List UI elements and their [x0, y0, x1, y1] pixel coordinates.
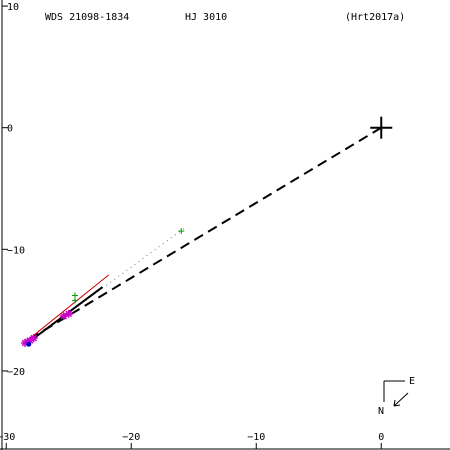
fit-red-line [28, 274, 110, 340]
x-tick-label: 0 [378, 432, 384, 443]
compass: E N [378, 376, 415, 417]
primary-star-marker [370, 116, 393, 139]
green-point [178, 228, 185, 235]
y-tick-label: −20 [7, 367, 25, 378]
magenta-point [59, 312, 68, 321]
reference-label: (Hrt2017a) [345, 12, 405, 23]
green-point [72, 297, 78, 304]
fit-lines [24, 126, 382, 344]
x-tick-label: −20 [122, 432, 140, 443]
discoverer-label: HJ 3010 [185, 12, 227, 23]
compass-north-label: N [378, 406, 384, 417]
compass-arrow-line [393, 392, 409, 407]
orbit-dashed-line [24, 126, 382, 343]
y-tick-label: −10 [7, 245, 25, 256]
tick-group: −30 −20 −10 0 10 0 −10 −20 [0, 2, 384, 449]
x-tick-label: −10 [247, 432, 265, 443]
x-tick-label: −30 [0, 432, 15, 443]
wds-label: WDS 21098-1834 [45, 12, 129, 23]
compass-arrow-head [393, 399, 401, 407]
y-tick-label: 0 [7, 124, 13, 135]
y-tick-label: 10 [7, 2, 19, 13]
compass-east-label: E [409, 376, 415, 387]
measurement-points [21, 228, 185, 347]
blue-point [26, 341, 32, 347]
